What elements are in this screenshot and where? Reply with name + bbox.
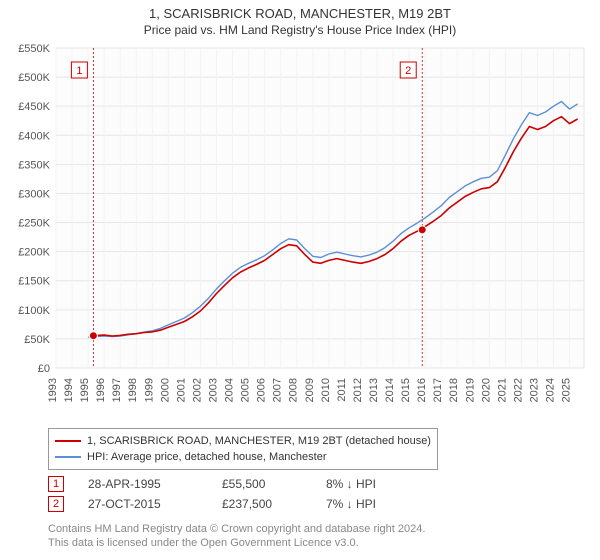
svg-text:£400K: £400K — [18, 130, 50, 142]
svg-text:£350K: £350K — [18, 159, 50, 171]
sale-marker-box: 1 — [48, 476, 64, 492]
svg-text:£150K: £150K — [18, 276, 50, 288]
svg-text:2016: 2016 — [416, 378, 428, 402]
sale-marker-box: 2 — [48, 496, 64, 512]
svg-text:1998: 1998 — [127, 378, 139, 402]
footnote: Contains HM Land Registry data © Crown c… — [48, 522, 425, 551]
legend-item: 1, SCARISBRICK ROAD, MANCHESTER, M19 2BT… — [55, 433, 431, 449]
svg-text:2019: 2019 — [464, 378, 476, 402]
svg-text:£50K: £50K — [24, 334, 50, 346]
sale-row: 1 28-APR-1995 £55,500 8% ↓ HPI — [48, 474, 406, 494]
svg-text:£0: £0 — [38, 363, 50, 375]
svg-text:£200K: £200K — [18, 247, 50, 259]
chart-container: 1, SCARISBRICK ROAD, MANCHESTER, M19 2BT… — [0, 0, 600, 560]
chart-subtitle: Price paid vs. HM Land Registry's House … — [0, 23, 600, 37]
svg-text:2001: 2001 — [175, 378, 187, 402]
svg-text:2014: 2014 — [384, 378, 396, 402]
svg-text:£550K: £550K — [18, 44, 50, 55]
svg-text:2008: 2008 — [288, 378, 300, 402]
legend-item: HPI: Average price, detached house, Manc… — [55, 449, 431, 465]
sale-delta: 7% ↓ HPI — [326, 497, 406, 511]
legend-label: HPI: Average price, detached house, Manc… — [87, 451, 327, 463]
legend: 1, SCARISBRICK ROAD, MANCHESTER, M19 2BT… — [48, 428, 438, 470]
svg-text:2000: 2000 — [159, 378, 171, 402]
svg-text:2005: 2005 — [240, 378, 252, 402]
svg-text:2021: 2021 — [496, 378, 508, 402]
svg-text:2011: 2011 — [336, 378, 348, 402]
legend-swatch — [55, 456, 81, 458]
svg-text:1997: 1997 — [111, 378, 123, 402]
footnote-line: This data is licensed under the Open Gov… — [48, 536, 425, 550]
svg-text:£100K: £100K — [18, 305, 50, 317]
svg-text:1995: 1995 — [79, 378, 91, 402]
chart-title: 1, SCARISBRICK ROAD, MANCHESTER, M19 2BT — [0, 6, 600, 21]
sale-delta: 8% ↓ HPI — [326, 477, 406, 491]
svg-text:1996: 1996 — [95, 378, 107, 402]
svg-text:2006: 2006 — [256, 378, 268, 402]
svg-text:£300K: £300K — [18, 188, 50, 200]
legend-label: 1, SCARISBRICK ROAD, MANCHESTER, M19 2BT… — [87, 435, 431, 447]
svg-text:2024: 2024 — [545, 378, 557, 402]
sale-date: 27-OCT-2015 — [88, 497, 198, 511]
legend-swatch — [55, 440, 81, 442]
svg-text:2009: 2009 — [304, 378, 316, 402]
svg-text:2018: 2018 — [448, 378, 460, 402]
svg-text:1: 1 — [76, 65, 82, 77]
svg-text:£450K: £450K — [18, 101, 50, 113]
svg-text:2003: 2003 — [207, 378, 219, 402]
chart-plot: £0 £50K £100K £150K £200K £250K £300K £350K £400… — [8, 44, 592, 420]
sale-price: £237,500 — [222, 497, 302, 511]
svg-text:2015: 2015 — [400, 378, 412, 402]
sale-row: 2 27-OCT-2015 £237,500 7% ↓ HPI — [48, 494, 406, 514]
svg-text:1999: 1999 — [143, 378, 155, 402]
svg-text:2020: 2020 — [480, 378, 492, 402]
sale-price: £55,500 — [222, 477, 302, 491]
svg-text:£500K: £500K — [18, 72, 50, 84]
svg-text:2004: 2004 — [224, 378, 236, 402]
svg-text:2023: 2023 — [528, 378, 540, 402]
title-block: 1, SCARISBRICK ROAD, MANCHESTER, M19 2BT… — [0, 0, 600, 37]
svg-text:£250K: £250K — [18, 218, 50, 230]
sales-table: 1 28-APR-1995 £55,500 8% ↓ HPI 2 27-OCT-2015 £… — [48, 474, 406, 514]
svg-text:1993: 1993 — [47, 378, 59, 402]
svg-text:1994: 1994 — [63, 378, 75, 402]
footnote-line: Contains HM Land Registry data © Crown c… — [48, 522, 425, 536]
svg-text:2013: 2013 — [368, 378, 380, 402]
svg-text:2017: 2017 — [432, 378, 444, 402]
svg-text:2012: 2012 — [352, 378, 364, 402]
svg-text:2: 2 — [405, 65, 411, 77]
svg-text:2007: 2007 — [272, 378, 284, 402]
svg-text:2022: 2022 — [512, 378, 524, 402]
sale-date: 28-APR-1995 — [88, 477, 198, 491]
svg-text:2025: 2025 — [561, 378, 573, 402]
svg-text:2002: 2002 — [191, 378, 203, 402]
svg-text:2010: 2010 — [320, 378, 332, 402]
